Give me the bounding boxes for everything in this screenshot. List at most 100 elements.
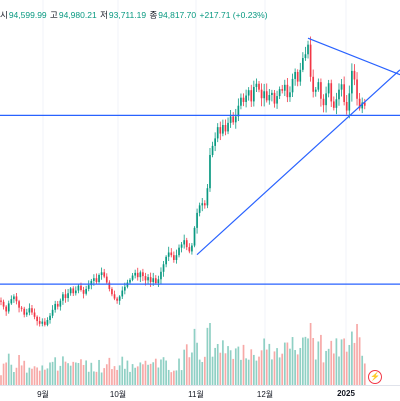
volume-bar — [103, 368, 106, 385]
volume-bar — [93, 371, 95, 385]
candle-body — [214, 138, 216, 146]
volume-bar — [90, 362, 93, 385]
high-value: 94,980.21 — [58, 10, 97, 20]
volume-bar — [353, 342, 356, 385]
volume-bar — [283, 342, 286, 385]
volume-bar — [69, 365, 72, 385]
candle-body — [69, 288, 72, 294]
candle-body — [332, 101, 335, 108]
volume-bar — [7, 353, 10, 385]
volume-bar — [263, 338, 266, 385]
volume-bar — [64, 361, 67, 385]
trendline-support — [196, 69, 400, 256]
candle-body — [361, 102, 364, 109]
volume-bar — [198, 359, 201, 385]
volume-bar — [363, 363, 366, 385]
volume-bar — [332, 353, 335, 385]
candle-body — [178, 247, 180, 256]
volume-bar — [54, 357, 57, 385]
candle-body — [0, 300, 2, 302]
candle-body — [149, 277, 152, 282]
volume-bar — [348, 344, 351, 385]
volume-bars — [0, 323, 366, 385]
volume-bar — [191, 352, 193, 385]
candle-body — [340, 84, 343, 90]
volume-bar — [142, 364, 144, 385]
candle-body — [98, 275, 100, 282]
candle-body — [247, 90, 250, 96]
candle-body — [23, 308, 26, 315]
candle-body — [54, 303, 57, 310]
candle-body — [165, 256, 167, 265]
candle-body — [209, 155, 211, 189]
volume-bar — [67, 363, 69, 385]
volume-bar — [178, 358, 180, 385]
candle-body — [93, 278, 95, 281]
candle-body — [31, 308, 33, 313]
volume-bar — [2, 363, 5, 385]
volume-bar — [291, 337, 294, 385]
volume-bar — [36, 367, 38, 385]
candle-body — [105, 276, 108, 283]
volume-bar — [118, 365, 121, 385]
candle-body — [64, 294, 67, 299]
level-lines — [0, 37, 400, 285]
volume-bar — [276, 348, 278, 385]
candle-body — [322, 98, 325, 106]
candle-body — [175, 255, 178, 260]
volume-bar — [20, 365, 23, 385]
candle-body — [201, 203, 204, 206]
candle-body — [314, 89, 317, 92]
x-tick-label: 2025 — [337, 389, 355, 398]
candle-body — [351, 70, 353, 94]
volume-bar — [173, 370, 175, 385]
volume-bar — [343, 338, 345, 385]
candle-body — [353, 70, 356, 80]
candle-body — [185, 240, 188, 248]
candle-body — [33, 312, 36, 317]
candle-body — [278, 89, 281, 97]
volume-bar — [162, 357, 165, 385]
volume-bar — [209, 323, 211, 385]
candle-body — [44, 321, 46, 325]
candle-body — [338, 89, 340, 100]
candle-body — [348, 93, 351, 111]
volume-bar — [98, 359, 100, 385]
volume-bar — [167, 369, 170, 385]
candle-body — [154, 278, 157, 284]
grid — [42, 0, 347, 385]
volume-bar — [38, 370, 41, 385]
volume-bar — [356, 323, 358, 385]
candle-body — [144, 276, 147, 281]
time-axis: 9월 10월 11월 12월 2025 — [0, 385, 400, 401]
volume-bar — [23, 360, 26, 385]
volume-bar — [10, 364, 13, 385]
candle-body — [224, 125, 227, 132]
x-tick-label: 11월 — [188, 390, 204, 399]
candle-body — [80, 285, 82, 290]
volume-bar — [85, 360, 87, 385]
candle-body — [134, 272, 137, 276]
candle-body — [103, 272, 106, 277]
volume-bar — [108, 357, 111, 385]
volume-bar — [100, 372, 103, 385]
volume-bar — [281, 353, 284, 385]
candle-body — [170, 252, 173, 256]
candle-body — [363, 102, 366, 106]
candle-body — [121, 290, 124, 297]
volume-bar — [72, 361, 75, 385]
flash-icon[interactable]: ⚡ — [368, 370, 382, 384]
volume-bar — [203, 356, 206, 385]
candle-body — [108, 282, 111, 289]
volume-bar — [340, 339, 343, 385]
candle-body — [41, 321, 44, 324]
candle-body — [356, 79, 358, 99]
volume-bar — [296, 354, 299, 385]
price-chart[interactable] — [0, 0, 400, 385]
volume-bar — [312, 338, 315, 385]
candle-body — [281, 89, 284, 91]
volume-bar — [31, 368, 33, 385]
volume-bar — [245, 358, 247, 385]
volume-bar — [5, 362, 8, 385]
candle-body — [15, 296, 18, 302]
